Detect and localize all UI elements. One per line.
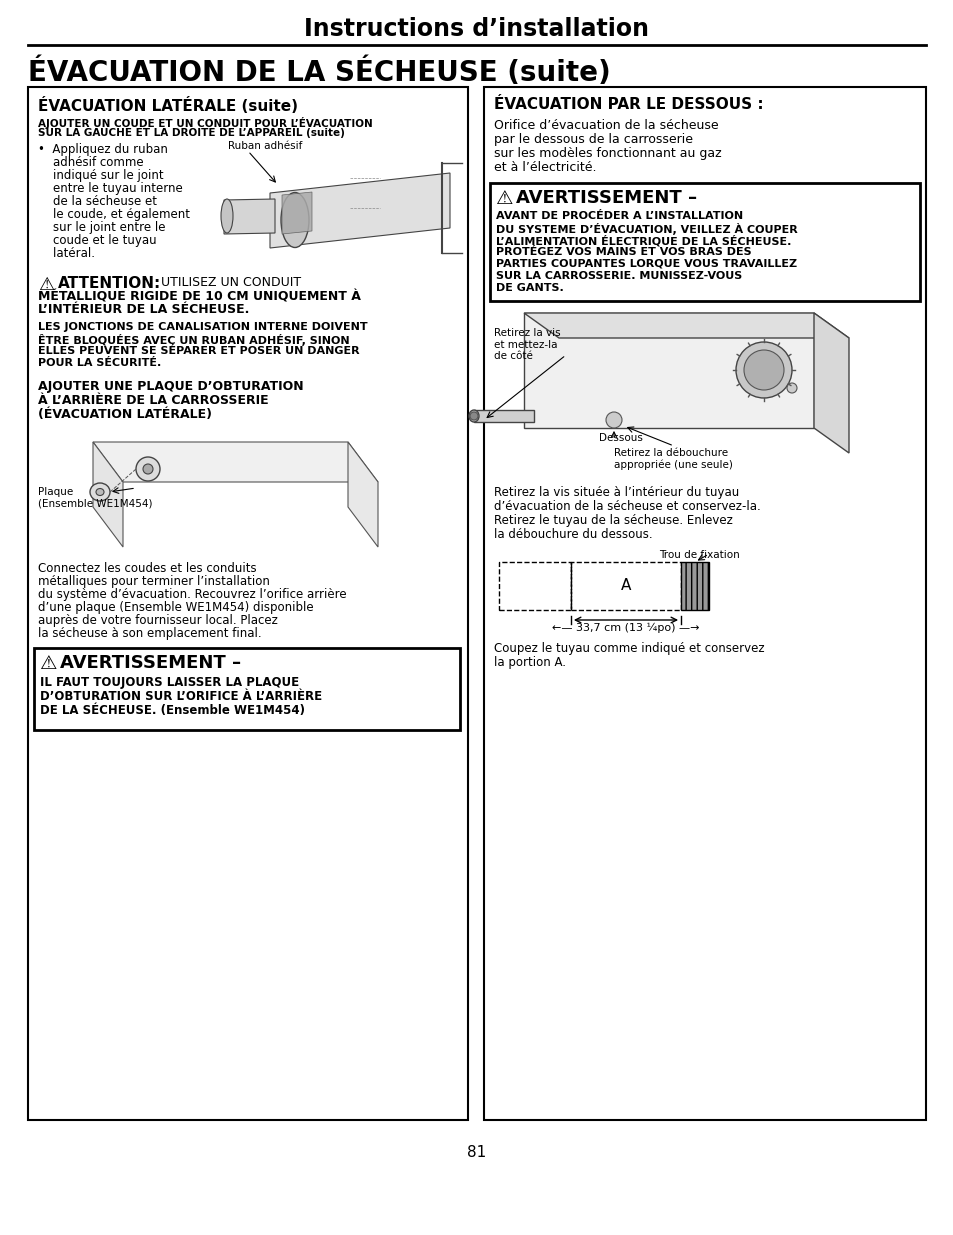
Polygon shape <box>523 312 848 338</box>
Text: DU SYSTEME D’ÉVACUATION, VEILLEZ À COUPER: DU SYSTEME D’ÉVACUATION, VEILLEZ À COUPE… <box>496 224 797 235</box>
Text: SUR LA GAUCHE ET LA DROITE DE L’APPAREIL (suite): SUR LA GAUCHE ET LA DROITE DE L’APPAREIL… <box>38 128 345 138</box>
Text: ←— 33,7 cm (13 ¼po) —→: ←— 33,7 cm (13 ¼po) —→ <box>552 622 699 634</box>
Text: Retirez la vis située à l’intérieur du tuyau: Retirez la vis située à l’intérieur du t… <box>494 487 739 499</box>
Text: Ruban adhésif: Ruban adhésif <box>228 141 302 151</box>
Polygon shape <box>270 173 450 248</box>
Bar <box>490 183 919 301</box>
Bar <box>34 648 459 730</box>
Text: auprès de votre fournisseur local. Placez: auprès de votre fournisseur local. Place… <box>38 614 277 627</box>
Text: de la sécheuse et: de la sécheuse et <box>38 195 157 207</box>
Text: ⚠: ⚠ <box>496 189 513 207</box>
Text: Coupez le tuyau comme indiqué et conservez: Coupez le tuyau comme indiqué et conserv… <box>494 642 763 655</box>
Polygon shape <box>224 199 274 233</box>
Bar <box>571 562 680 610</box>
Text: Instructions d’installation: Instructions d’installation <box>304 17 649 41</box>
Text: AVERTISSEMENT –: AVERTISSEMENT – <box>60 655 241 672</box>
Polygon shape <box>523 312 813 429</box>
Polygon shape <box>92 442 123 547</box>
Text: DE GANTS.: DE GANTS. <box>496 283 563 293</box>
Ellipse shape <box>469 410 478 422</box>
Text: ÉVACUATION PAR LE DESSOUS :: ÉVACUATION PAR LE DESSOUS : <box>494 98 762 112</box>
Text: du système d’évacuation. Recouvrez l’orifice arrière: du système d’évacuation. Recouvrez l’ori… <box>38 588 346 601</box>
Circle shape <box>136 457 160 480</box>
Text: indiqué sur le joint: indiqué sur le joint <box>38 169 164 182</box>
Bar <box>28 86 468 1120</box>
Text: ⚠: ⚠ <box>40 655 57 673</box>
Text: Connectez les coudes et les conduits: Connectez les coudes et les conduits <box>38 562 256 576</box>
Text: coude et le tuyau: coude et le tuyau <box>38 233 156 247</box>
Text: et à l’électricité.: et à l’électricité. <box>494 161 596 174</box>
Text: Plaque
(Ensemble WE1M454): Plaque (Ensemble WE1M454) <box>38 487 152 509</box>
Text: d’une plaque (Ensemble WE1M454) disponible: d’une plaque (Ensemble WE1M454) disponib… <box>38 601 314 614</box>
Circle shape <box>735 342 791 398</box>
Text: PARTIES COUPANTES LORQUE VOUS TRAVAILLEZ: PARTIES COUPANTES LORQUE VOUS TRAVAILLEZ <box>496 259 797 269</box>
Text: adhésif comme: adhésif comme <box>38 156 144 169</box>
Text: AVERTISSEMENT –: AVERTISSEMENT – <box>516 189 697 207</box>
Text: d’évacuation de la sécheuse et conservez-la.: d’évacuation de la sécheuse et conservez… <box>494 500 760 513</box>
Text: ELLES PEUVENT SE SÉPARER ET POSER UN DANGER: ELLES PEUVENT SE SÉPARER ET POSER UN DAN… <box>38 346 359 356</box>
Text: la portion A.: la portion A. <box>494 656 565 669</box>
Circle shape <box>470 412 477 420</box>
Polygon shape <box>92 442 377 482</box>
Polygon shape <box>348 442 377 547</box>
Text: Dessous: Dessous <box>598 433 642 443</box>
Text: D’OBTURATION SUR L’ORIFICE À L’ARRIÈRE: D’OBTURATION SUR L’ORIFICE À L’ARRIÈRE <box>40 690 322 703</box>
Text: SUR LA CARROSSERIE. MUNISSEZ-VOUS: SUR LA CARROSSERIE. MUNISSEZ-VOUS <box>496 270 741 282</box>
Text: Retirez la débouchure
appropriée (une seule): Retirez la débouchure appropriée (une se… <box>614 448 732 471</box>
Text: MÉTALLIQUE RIGIDE DE 10 CM UNIQUEMENT À: MÉTALLIQUE RIGIDE DE 10 CM UNIQUEMENT À <box>38 290 360 303</box>
Text: L’INTÉRIEUR DE LA SÉCHEUSE.: L’INTÉRIEUR DE LA SÉCHEUSE. <box>38 303 249 316</box>
Text: entre le tuyau interne: entre le tuyau interne <box>38 182 183 195</box>
Text: Retirez la vis
et mettez-la
de côté: Retirez la vis et mettez-la de côté <box>494 329 560 361</box>
Circle shape <box>743 350 783 390</box>
Text: sur les modèles fonctionnant au gaz: sur les modèles fonctionnant au gaz <box>494 147 720 161</box>
Text: la débouchure du dessous.: la débouchure du dessous. <box>494 529 652 541</box>
Text: •  Appliquez du ruban: • Appliquez du ruban <box>38 143 168 156</box>
Polygon shape <box>813 312 848 453</box>
Text: Retirez le tuyau de la sécheuse. Enlevez: Retirez le tuyau de la sécheuse. Enlevez <box>494 514 732 527</box>
Text: LES JONCTIONS DE CANALISATION INTERNE DOIVENT: LES JONCTIONS DE CANALISATION INTERNE DO… <box>38 322 367 332</box>
Text: PROTÉGEZ VOS MAINS ET VOS BRAS DES: PROTÉGEZ VOS MAINS ET VOS BRAS DES <box>496 247 751 257</box>
Bar <box>498 562 571 610</box>
Circle shape <box>786 383 796 393</box>
Text: ÉVACUATION LATÉRALE (suite): ÉVACUATION LATÉRALE (suite) <box>38 98 297 114</box>
Ellipse shape <box>96 489 104 495</box>
Text: Orifice d’évacuation de la sécheuse: Orifice d’évacuation de la sécheuse <box>494 119 718 132</box>
Text: Trou de fixation: Trou de fixation <box>659 550 739 559</box>
Text: DE LA SÉCHEUSE. (Ensemble WE1M454): DE LA SÉCHEUSE. (Ensemble WE1M454) <box>40 704 305 718</box>
Text: POUR LA SÉCURITÉ.: POUR LA SÉCURITÉ. <box>38 358 161 368</box>
Bar <box>483 86 925 1120</box>
Circle shape <box>605 412 621 429</box>
Text: latéral.: latéral. <box>38 247 95 261</box>
Text: ⚠: ⚠ <box>38 275 54 294</box>
Text: métalliques pour terminer l’installation: métalliques pour terminer l’installation <box>38 576 270 588</box>
Ellipse shape <box>90 483 110 501</box>
Text: ÊTRE BLOQUÉES AVEC UN RUBAN ADHÉSIF, SINON: ÊTRE BLOQUÉES AVEC UN RUBAN ADHÉSIF, SIN… <box>38 333 349 346</box>
Polygon shape <box>474 410 534 422</box>
Text: par le dessous de la carrosserie: par le dessous de la carrosserie <box>494 133 692 146</box>
Text: AJOUTER UNE PLAQUE D’OBTURATION: AJOUTER UNE PLAQUE D’OBTURATION <box>38 380 303 393</box>
Text: le coude, et également: le coude, et également <box>38 207 190 221</box>
Text: AVANT DE PROCÉDER A L’INSTALLATION: AVANT DE PROCÉDER A L’INSTALLATION <box>496 211 742 221</box>
Text: UTILISEZ UN CONDUIT: UTILISEZ UN CONDUIT <box>157 275 301 289</box>
Text: A: A <box>620 578 631 594</box>
Text: IL FAUT TOUJOURS LAISSER LA PLAQUE: IL FAUT TOUJOURS LAISSER LA PLAQUE <box>40 676 299 689</box>
Text: (ÉVACUATION LATÉRALE): (ÉVACUATION LATÉRALE) <box>38 408 212 421</box>
Text: la sécheuse à son emplacement final.: la sécheuse à son emplacement final. <box>38 627 261 640</box>
Polygon shape <box>282 191 312 233</box>
Ellipse shape <box>221 199 233 233</box>
Text: 81: 81 <box>467 1145 486 1160</box>
Text: ATTENTION:: ATTENTION: <box>58 275 161 291</box>
Text: L’ALIMENTATION ÉLECTRIQUE DE LA SÉCHEUSE.: L’ALIMENTATION ÉLECTRIQUE DE LA SÉCHEUSE… <box>496 235 791 247</box>
Text: À L’ARRIÈRE DE LA CARROSSERIE: À L’ARRIÈRE DE LA CARROSSERIE <box>38 394 269 408</box>
Circle shape <box>143 464 152 474</box>
Text: sur le joint entre le: sur le joint entre le <box>38 221 165 233</box>
Bar <box>680 562 708 610</box>
Ellipse shape <box>281 193 309 247</box>
Text: ÉVACUATION DE LA SÉCHEUSE (suite): ÉVACUATION DE LA SÉCHEUSE (suite) <box>28 57 610 86</box>
Text: AJOUTER UN COUDE ET UN CONDUIT POUR L’ÉVACUATION: AJOUTER UN COUDE ET UN CONDUIT POUR L’ÉV… <box>38 117 373 128</box>
